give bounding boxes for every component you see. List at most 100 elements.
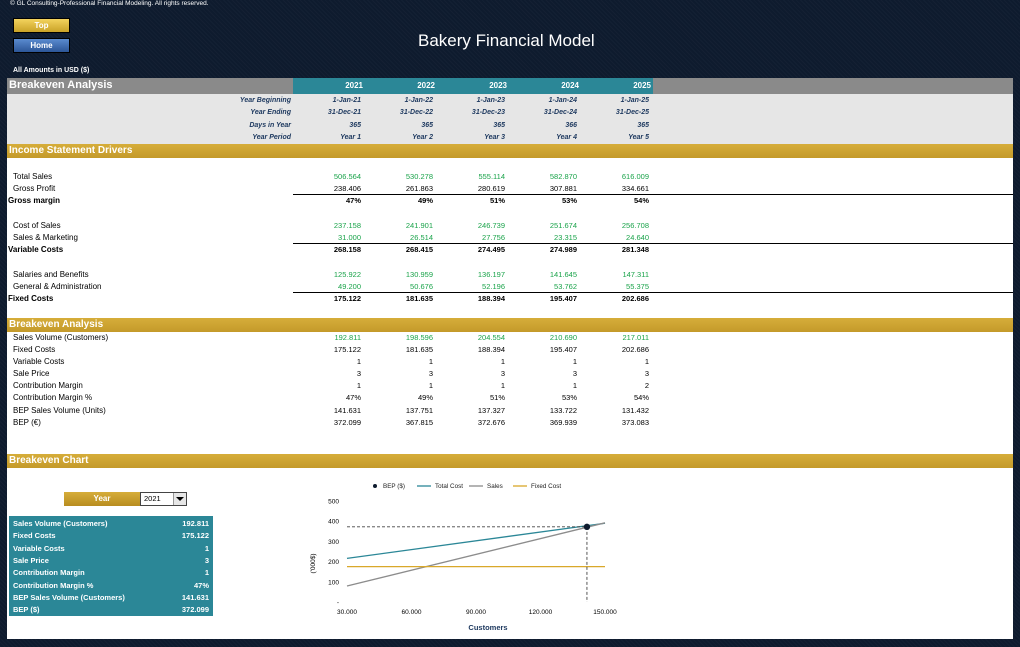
row-value: 280.619 <box>477 184 505 193</box>
row-label: General & Administration <box>13 282 102 291</box>
row-value: 2 <box>644 381 649 390</box>
row-value: 51% <box>489 393 505 402</box>
year-header-2025: 2025 <box>633 81 651 90</box>
chevron-down-icon[interactable] <box>173 493 186 505</box>
row-value: 53% <box>561 196 577 205</box>
row-value: 1 <box>644 357 649 366</box>
row-value: 23.315 <box>554 233 577 242</box>
summary-value: 372.099 <box>181 605 209 615</box>
row-value: 51% <box>489 196 505 205</box>
timeline-value: 31-Dec-22 <box>399 109 433 117</box>
summary-value: 192.811 <box>182 519 209 528</box>
row-value: 1 <box>428 381 433 390</box>
row-value: 188.394 <box>477 294 505 303</box>
row-value: 49% <box>417 393 433 402</box>
summary-label: Variable Costs <box>13 543 65 553</box>
timeline-value: 365 <box>493 121 505 129</box>
summary-row: Variable Costs 1 <box>9 544 213 556</box>
row-value: 281.348 <box>621 245 649 254</box>
timeline-value: 1-Jan-23 <box>476 97 505 104</box>
summary-value: 175.122 <box>181 531 209 541</box>
summary-row: Sales Volume (Customers) 192.811 <box>9 519 213 531</box>
row-value: 1 <box>572 357 577 366</box>
row-value: 55.375 <box>626 282 649 291</box>
row-value: 268.158 <box>333 245 361 254</box>
timeline-value: 31-Dec-25 <box>615 109 649 117</box>
row-value: 202.686 <box>621 294 649 303</box>
row-value: 192.811 <box>334 333 361 342</box>
legend-label: Fixed Cost <box>531 483 561 490</box>
row-value: 49% <box>417 196 433 205</box>
bep-point <box>583 523 591 531</box>
year-header-2021: 2021 <box>345 81 363 90</box>
row-value: 52.196 <box>482 282 505 291</box>
y-axis-label: ('000$) <box>310 553 317 573</box>
row-value: 3 <box>644 369 649 378</box>
timeline-value: Year 4 <box>556 133 577 141</box>
y-tick-label: 300 <box>328 539 339 546</box>
row-value: 334.661 <box>621 184 649 193</box>
row-value: 47% <box>345 393 361 402</box>
page-title: Bakery Financial Model <box>418 31 595 50</box>
row-label: BEP (€) <box>13 418 41 427</box>
summary-row: Contribution Margin % 47% <box>9 581 213 593</box>
summary-row: Sale Price 3 <box>9 556 213 568</box>
row-value: 53% <box>561 393 577 402</box>
row-value: 256.708 <box>621 221 649 230</box>
timeline-value: 31-Dec-23 <box>471 109 505 117</box>
summary-value: 1 <box>204 568 209 578</box>
row-value: 204.554 <box>477 333 505 342</box>
sheet-title: Breakeven Analysis <box>9 79 113 91</box>
row-value: 141.631 <box>333 406 361 415</box>
row-value: 54% <box>633 196 649 205</box>
total-rule <box>293 292 1013 293</box>
summary-label: Sales Volume (Customers) <box>13 519 108 528</box>
y-tick-label: 100 <box>328 579 339 586</box>
home-button[interactable]: Home <box>13 38 70 53</box>
section-title: Breakeven Chart <box>9 455 89 466</box>
top-button[interactable]: Top <box>13 18 70 33</box>
row-label: Contribution Margin % <box>13 393 93 402</box>
series-line-sales <box>346 522 606 587</box>
row-value: 582.870 <box>549 172 577 181</box>
section-chart: Breakeven Chart <box>7 454 1013 468</box>
copyright-text: © GL Consulting-Professional Financial M… <box>10 0 209 7</box>
series-line-total-cost <box>346 522 606 560</box>
summary-value: 141.631 <box>181 592 209 602</box>
row-value: 147.311 <box>622 270 649 279</box>
row-value: 137.751 <box>405 406 433 415</box>
section-title: Breakeven Analysis <box>9 319 104 330</box>
row-value: 1 <box>356 357 361 366</box>
summary-row: BEP ($) 372.099 <box>9 605 213 617</box>
row-value: 373.083 <box>621 418 649 427</box>
row-value: 1 <box>500 357 505 366</box>
timeline-block <box>7 94 1013 144</box>
row-value: 136.197 <box>477 270 505 279</box>
timeline-value: 1-Jan-22 <box>404 97 433 104</box>
row-value: 26.514 <box>410 233 433 242</box>
row-value: 372.099 <box>333 418 361 427</box>
row-value: 47% <box>345 196 361 205</box>
section-title: Income Statement Drivers <box>9 145 133 156</box>
row-label: Variable Costs <box>8 245 64 254</box>
row-value: 137.327 <box>477 406 505 415</box>
row-value: 181.635 <box>405 345 433 354</box>
row-value: 217.011 <box>622 333 649 342</box>
timeline-value: 366 <box>565 121 577 129</box>
year-selector-label: Year <box>64 492 140 506</box>
row-value: 1 <box>500 381 505 390</box>
year-header-2022: 2022 <box>417 81 435 90</box>
year-dropdown[interactable]: 2021 <box>140 492 187 506</box>
summary-label: BEP Sales Volume (Customers) <box>13 592 125 602</box>
summary-row: Fixed Costs 175.122 <box>9 531 213 543</box>
summary-label: Contribution Margin <box>13 568 85 578</box>
timeline-value: 31-Dec-21 <box>327 109 361 117</box>
section-breakeven: Breakeven Analysis <box>7 318 1013 332</box>
worksheet: Breakeven Analysis Income Statement Driv… <box>7 78 1013 639</box>
timeline-value: 365 <box>637 121 649 129</box>
row-value: 50.676 <box>410 282 433 291</box>
row-value: 49.200 <box>338 282 361 291</box>
x-tick-label: 120.000 <box>529 609 553 616</box>
timeline-label: Year Period <box>252 133 291 141</box>
summary-row: BEP Sales Volume (Customers) 141.631 <box>9 593 213 605</box>
